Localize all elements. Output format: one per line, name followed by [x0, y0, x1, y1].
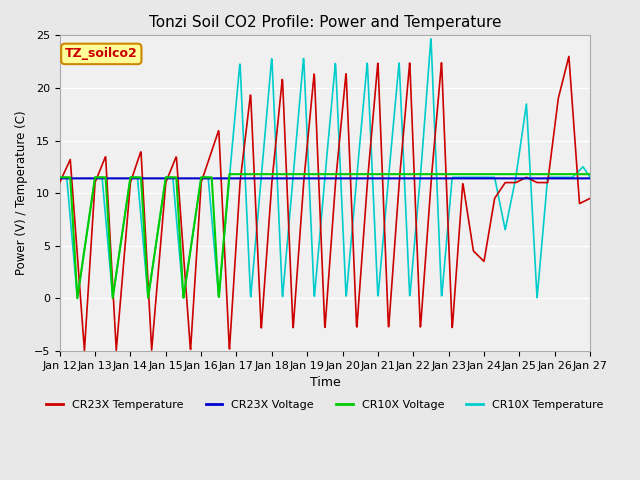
CR23X Temperature: [97, 165, 105, 170]
CR10X Voltage: [302, 171, 310, 177]
CR10X Voltage: [358, 171, 366, 177]
CR10X Temperature: [427, 36, 435, 42]
Text: TZ_soilco2: TZ_soilco2: [65, 48, 138, 60]
CR10X Temperature: [301, 97, 309, 103]
CR10X Temperature: [74, 295, 81, 301]
CR23X Voltage: [118, 176, 126, 181]
X-axis label: Time: Time: [310, 376, 340, 389]
CR10X Voltage: [586, 171, 594, 177]
CR23X Voltage: [56, 176, 63, 181]
Title: Tonzi Soil CO2 Profile: Power and Temperature: Tonzi Soil CO2 Profile: Power and Temper…: [148, 15, 501, 30]
CR10X Temperature: [586, 174, 594, 180]
CR23X Temperature: [56, 180, 63, 185]
CR23X Temperature: [292, 286, 300, 291]
CR10X Temperature: [281, 265, 289, 271]
CR23X Temperature: [81, 348, 88, 353]
CR23X Temperature: [358, 255, 365, 261]
CR23X Temperature: [281, 137, 289, 143]
CR23X Voltage: [292, 176, 300, 181]
CR10X Voltage: [56, 174, 63, 180]
CR10X Voltage: [226, 171, 234, 177]
CR10X Voltage: [74, 295, 81, 301]
CR23X Temperature: [301, 159, 309, 165]
Y-axis label: Power (V) / Temperature (C): Power (V) / Temperature (C): [15, 111, 28, 276]
CR23X Voltage: [358, 176, 365, 181]
CR10X Temperature: [97, 174, 105, 180]
CR10X Temperature: [119, 228, 127, 233]
CR23X Temperature: [565, 54, 573, 60]
CR23X Temperature: [586, 195, 594, 201]
Legend: CR23X Temperature, CR23X Voltage, CR10X Voltage, CR10X Temperature: CR23X Temperature, CR23X Voltage, CR10X …: [42, 396, 608, 415]
CR23X Voltage: [586, 176, 594, 181]
CR10X Voltage: [119, 228, 127, 233]
CR10X Voltage: [97, 174, 105, 180]
CR23X Voltage: [301, 176, 309, 181]
Line: CR10X Voltage: CR10X Voltage: [60, 174, 590, 298]
Line: CR23X Temperature: CR23X Temperature: [60, 57, 590, 350]
CR23X Temperature: [119, 272, 127, 277]
CR10X Voltage: [292, 171, 300, 177]
CR10X Temperature: [292, 140, 300, 146]
Line: CR10X Temperature: CR10X Temperature: [60, 39, 590, 298]
CR10X Temperature: [358, 118, 365, 124]
CR23X Voltage: [281, 176, 289, 181]
CR23X Voltage: [97, 176, 104, 181]
CR10X Voltage: [282, 171, 289, 177]
CR10X Temperature: [56, 174, 63, 180]
